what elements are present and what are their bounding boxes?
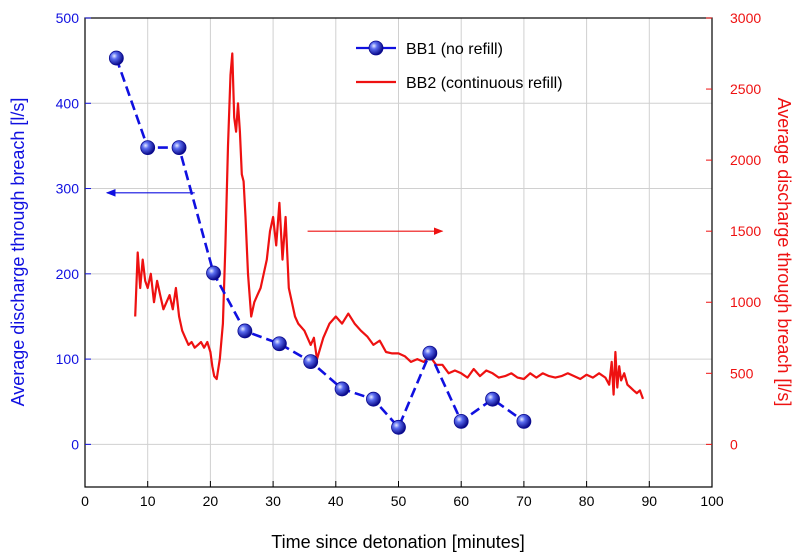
series-bb1-point xyxy=(271,336,287,352)
y-left-tick-label: 0 xyxy=(71,436,79,452)
legend: BB1 (no refill) BB2 (continuous refill) xyxy=(356,40,563,92)
x-tick-label: 90 xyxy=(642,493,658,509)
x-tick-label: 40 xyxy=(328,493,344,509)
series-bb1-point xyxy=(108,50,124,66)
series-layer xyxy=(108,50,645,435)
annotation-arrows xyxy=(105,188,444,236)
y-right-tick-label: 3000 xyxy=(730,10,761,26)
series-bb1-point xyxy=(485,391,500,407)
x-tick-label: 20 xyxy=(203,493,219,509)
series-bb1-point xyxy=(453,413,469,429)
y-right-tick-label: 2500 xyxy=(730,81,761,97)
series-bb1-point xyxy=(334,381,350,397)
grid xyxy=(84,17,713,487)
legend-bb1-label: BB1 (no refill) xyxy=(406,41,503,58)
series-bb1-point xyxy=(516,413,532,429)
x-tick-label: 100 xyxy=(700,493,724,509)
x-axis-title: Time since detonation [minutes] xyxy=(271,532,524,552)
series-bb2-line xyxy=(134,52,645,400)
x-tick-label: 50 xyxy=(391,493,407,509)
ticks: 0 10 20 30 40 50 60 70 80 90 100010020030040050005… xyxy=(56,10,762,509)
series-bb1-point xyxy=(140,140,156,156)
legend-bb1-marker xyxy=(368,40,384,56)
x-tick-label: 60 xyxy=(453,493,469,509)
x-tick-label: 80 xyxy=(579,493,595,509)
y-left-axis-title: Average discharge through breach [l/s] xyxy=(8,98,28,407)
y-right-tick-label: 500 xyxy=(730,365,754,381)
series-bb1-point xyxy=(366,391,381,407)
x-tick-label: 30 xyxy=(265,493,281,509)
series-bb1-point xyxy=(422,345,438,361)
y-right-tick-label: 1500 xyxy=(730,223,761,239)
series-bb1-point xyxy=(206,265,221,281)
y-right-axis-title: Average discharge through breach [l/s] xyxy=(774,98,792,407)
series-bb1-point xyxy=(391,419,406,435)
series-bb1-point xyxy=(303,354,319,370)
series-bb1-line xyxy=(115,57,525,429)
y-left-tick-label: 200 xyxy=(56,266,80,282)
y-left-tick-label: 400 xyxy=(56,95,80,111)
y-left-tick-label: 500 xyxy=(56,10,80,26)
y-right-tick-label: 2000 xyxy=(730,152,761,168)
x-tick-label: 10 xyxy=(140,493,156,509)
series-bb1-point xyxy=(237,323,253,339)
y-right-tick-label: 1000 xyxy=(730,294,761,310)
y-right-tick-label: 0 xyxy=(730,436,738,452)
y-left-tick-label: 300 xyxy=(56,181,80,197)
y-left-tick-label: 100 xyxy=(56,351,80,367)
x-tick-label: 0 xyxy=(81,493,89,509)
x-tick-label: 70 xyxy=(516,493,532,509)
series-bb1-point xyxy=(171,140,187,156)
legend-bb2-label: BB2 (continuous refill) xyxy=(406,75,563,92)
